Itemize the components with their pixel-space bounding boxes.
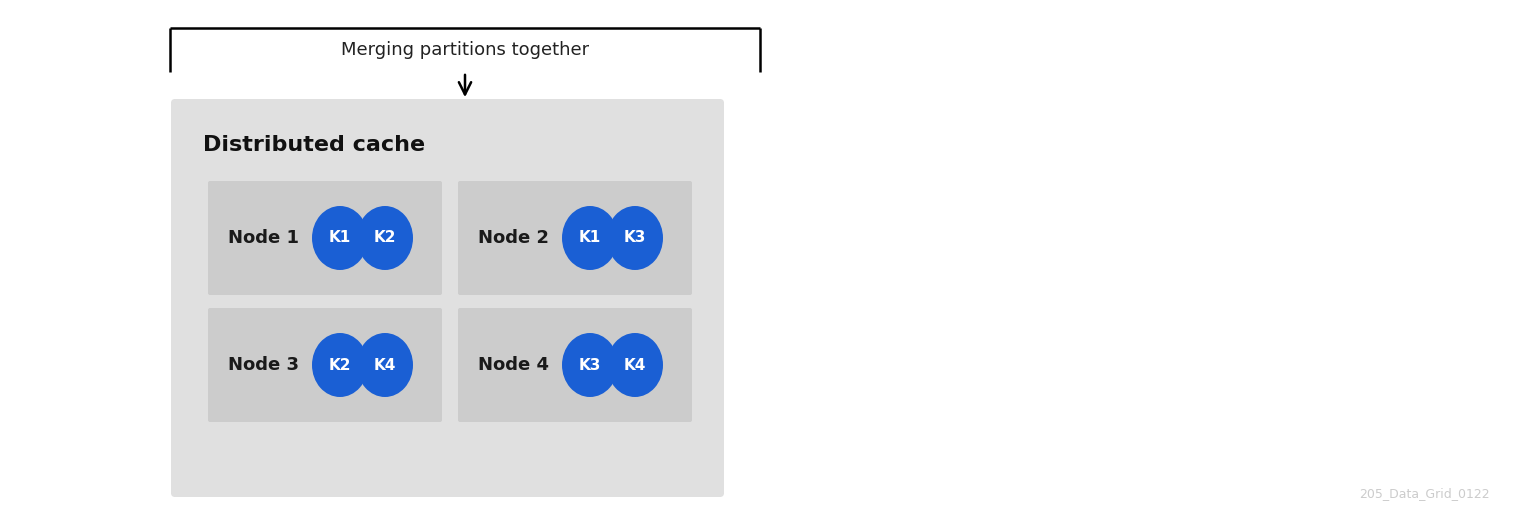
Text: K3: K3	[623, 230, 646, 245]
Text: K1: K1	[328, 230, 351, 245]
Text: K4: K4	[374, 358, 397, 373]
Ellipse shape	[606, 333, 663, 397]
Text: Node 4: Node 4	[477, 356, 549, 374]
Text: K2: K2	[374, 230, 397, 245]
FancyBboxPatch shape	[208, 181, 442, 295]
Text: Node 1: Node 1	[228, 229, 299, 247]
Ellipse shape	[357, 333, 413, 397]
Ellipse shape	[312, 206, 368, 270]
Ellipse shape	[562, 206, 619, 270]
Ellipse shape	[312, 333, 368, 397]
Text: K2: K2	[328, 358, 351, 373]
Text: K1: K1	[579, 230, 600, 245]
Text: Node 2: Node 2	[477, 229, 549, 247]
Text: Node 3: Node 3	[228, 356, 299, 374]
Ellipse shape	[357, 206, 413, 270]
Text: Distributed cache: Distributed cache	[204, 135, 426, 155]
FancyBboxPatch shape	[208, 308, 442, 422]
Text: K4: K4	[623, 358, 646, 373]
Ellipse shape	[606, 206, 663, 270]
FancyBboxPatch shape	[458, 308, 692, 422]
Text: K3: K3	[579, 358, 602, 373]
FancyBboxPatch shape	[458, 181, 692, 295]
Ellipse shape	[562, 333, 619, 397]
Text: Merging partitions together: Merging partitions together	[340, 41, 590, 59]
Text: 205_Data_Grid_0122: 205_Data_Grid_0122	[1359, 487, 1490, 500]
FancyBboxPatch shape	[170, 99, 724, 497]
